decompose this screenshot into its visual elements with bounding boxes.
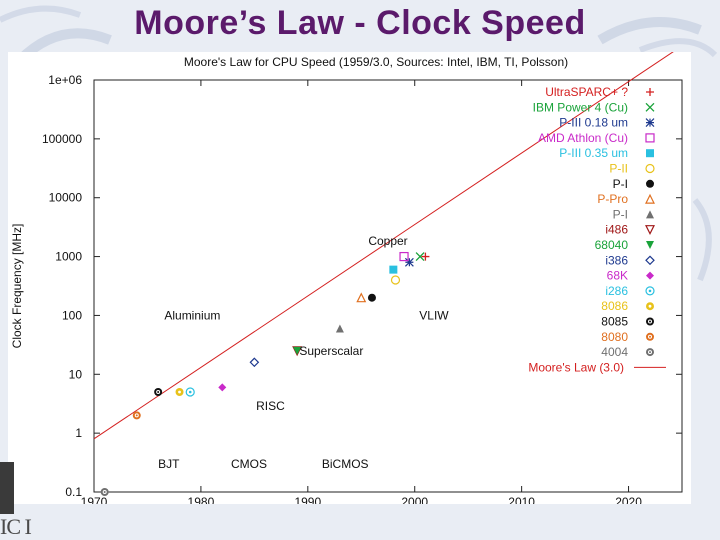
data-point bbox=[293, 346, 302, 355]
legend-label: IBM Power 4 (Cu) bbox=[533, 100, 628, 114]
legend-marker bbox=[645, 193, 655, 204]
legend-label: P-II bbox=[609, 162, 628, 176]
data-point bbox=[389, 265, 398, 274]
legend-marker bbox=[646, 241, 654, 249]
data-point bbox=[132, 411, 141, 420]
legend-label: P-III 0.18 um bbox=[559, 116, 628, 130]
y-axis-label: Clock Frequency [MHz] bbox=[10, 224, 24, 349]
annotation: RISC bbox=[256, 399, 285, 413]
legend-label: P-III 0.35 um bbox=[559, 146, 628, 160]
y-tick-label: 100 bbox=[62, 308, 82, 322]
legend-marker bbox=[645, 225, 655, 236]
legend-marker bbox=[645, 118, 655, 128]
legend-label: i486 bbox=[605, 223, 628, 237]
x-tick-label: 2020 bbox=[615, 495, 642, 504]
legend-label: 8080 bbox=[601, 330, 628, 344]
legend-marker bbox=[645, 133, 655, 143]
annotation: BJT bbox=[158, 457, 180, 471]
annotation: Superscalar bbox=[299, 344, 363, 358]
annotation: BiCMOS bbox=[322, 457, 369, 471]
legend-label: 8085 bbox=[601, 315, 628, 329]
y-tick-label: 0.1 bbox=[65, 485, 82, 499]
legend-marker bbox=[646, 149, 654, 158]
annotation: Copper bbox=[368, 234, 407, 248]
logo-strip bbox=[0, 462, 14, 514]
data-point bbox=[367, 293, 376, 302]
data-point bbox=[218, 383, 227, 392]
legend-label: 68K bbox=[607, 269, 628, 283]
legend-marker bbox=[645, 286, 655, 296]
data-point bbox=[154, 388, 163, 397]
legend-label: P-I bbox=[613, 177, 628, 191]
legend-marker bbox=[646, 88, 654, 96]
data-point bbox=[421, 252, 430, 261]
data-point bbox=[100, 488, 109, 496]
logo-text: IC I bbox=[0, 514, 32, 539]
data-point bbox=[249, 357, 260, 368]
legend-marker bbox=[645, 102, 655, 112]
chart-panel: Moore's Law for CPU Speed (1959/3.0, Sou… bbox=[8, 45, 691, 526]
legend-marker bbox=[646, 210, 654, 219]
x-tick-label: 2010 bbox=[508, 495, 535, 504]
annotation: CMOS bbox=[231, 457, 267, 471]
x-tick-label: 1990 bbox=[294, 495, 321, 504]
x-tick-label: 1980 bbox=[188, 495, 215, 504]
chart: Moore's Law for CPU Speed (1959/3.0, Sou… bbox=[10, 45, 683, 526]
data-point bbox=[390, 275, 401, 285]
data-point bbox=[175, 388, 184, 397]
data-point bbox=[415, 252, 425, 262]
data-point bbox=[185, 387, 195, 397]
y-tick-label: 10000 bbox=[49, 191, 83, 205]
legend-marker bbox=[646, 317, 654, 326]
legend-label: Moore's Law (3.0) bbox=[528, 360, 624, 374]
slide-title: Moore’s Law - Clock Speed bbox=[134, 4, 586, 42]
x-tick-label: 2000 bbox=[401, 495, 428, 504]
annotation: Aluminium bbox=[164, 308, 220, 322]
legend-label: UltraSPARC+ ? bbox=[545, 85, 628, 99]
y-tick-label: 10 bbox=[69, 367, 83, 381]
data-point bbox=[335, 324, 344, 333]
legend-label: P-I bbox=[613, 207, 628, 221]
y-tick-label: 1 bbox=[75, 426, 82, 440]
plot-frame bbox=[93, 79, 683, 493]
y-tick-label: 1e+06 bbox=[48, 73, 82, 87]
legend-label: 68040 bbox=[595, 238, 629, 252]
legend-label: P-Pro bbox=[597, 192, 628, 206]
data-point bbox=[404, 257, 414, 267]
legend-label: i286 bbox=[605, 284, 628, 298]
legend-marker bbox=[646, 271, 654, 280]
y-tick-label: 1000 bbox=[55, 250, 82, 264]
x-tick-label: 1970 bbox=[81, 495, 108, 504]
legend-marker bbox=[645, 163, 655, 174]
data-point bbox=[399, 251, 409, 262]
legend-marker bbox=[645, 255, 655, 266]
legend-marker bbox=[646, 302, 654, 311]
y-tick-label: 100000 bbox=[42, 132, 82, 146]
data-point bbox=[356, 292, 367, 303]
legend-label: i386 bbox=[605, 253, 628, 267]
annotation: VLIW bbox=[419, 308, 449, 322]
legend-label: 4004 bbox=[601, 345, 628, 359]
trend-line bbox=[93, 45, 683, 440]
legend-label: 8086 bbox=[601, 299, 628, 313]
legend-marker bbox=[646, 348, 654, 357]
chart-title: Moore's Law for CPU Speed (1959/3.0, Sou… bbox=[184, 55, 568, 69]
legend-marker bbox=[646, 179, 654, 188]
legend-marker bbox=[646, 332, 654, 341]
legend-label: AMD Athlon (Cu) bbox=[538, 131, 628, 145]
